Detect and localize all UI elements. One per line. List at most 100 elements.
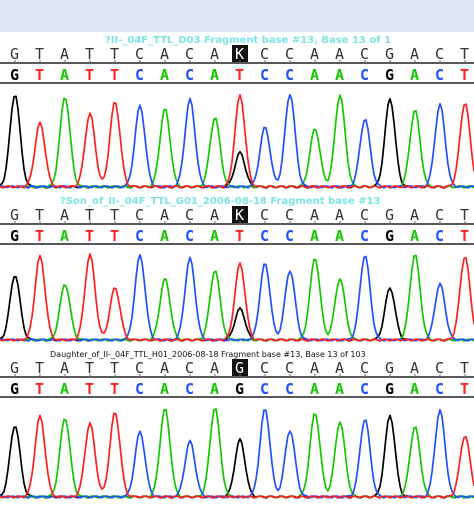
called-base: T	[35, 66, 44, 84]
called-base: T	[235, 66, 244, 84]
panel-header: Daughter_of_II-_04F_TTL_H01_2006-08-18 F…	[50, 350, 366, 359]
reference-base: T	[35, 45, 44, 63]
called-base: C	[285, 227, 294, 245]
called-base: A	[310, 227, 319, 245]
reference-base: A	[160, 359, 169, 377]
reference-base: C	[435, 359, 444, 377]
called-base: C	[260, 380, 269, 398]
reference-base: A	[310, 206, 319, 224]
reference-base: T	[110, 206, 119, 224]
called-base: T	[110, 66, 119, 84]
called-base: G	[235, 380, 244, 398]
called-base: C	[285, 66, 294, 84]
called-base: T	[85, 380, 94, 398]
called-base: A	[60, 380, 69, 398]
trace-line-A	[0, 254, 474, 342]
called-base: A	[335, 227, 344, 245]
called-base: T	[460, 66, 469, 84]
reference-base: A	[310, 45, 319, 63]
called-base: T	[110, 380, 119, 398]
called-base: T	[235, 227, 244, 245]
called-base: A	[410, 227, 419, 245]
called-base: G	[10, 66, 19, 84]
reference-base: C	[435, 45, 444, 63]
called-base: G	[385, 227, 394, 245]
reference-base: C	[260, 206, 269, 224]
trace-panel-1: ?II-_04F_TTL_D03 Fragment base #13, Base…	[0, 35, 474, 189]
called-base: C	[360, 66, 369, 84]
called-base: G	[385, 66, 394, 84]
reference-base: A	[310, 359, 319, 377]
reference-base: G	[10, 359, 19, 377]
called-base: C	[360, 380, 369, 398]
reference-base: A	[210, 45, 219, 63]
called-base: C	[185, 227, 194, 245]
trace-line-T	[0, 253, 474, 342]
called-base: T	[85, 227, 94, 245]
trace-panel-2: ?Son_of_II-_04F_TTL_G01_2006-08-18 Fragm…	[0, 196, 474, 342]
called-base: A	[210, 380, 219, 398]
called-base: A	[310, 380, 319, 398]
reference-base: A	[410, 359, 419, 377]
called-base: G	[10, 227, 19, 245]
called-base: C	[260, 66, 269, 84]
trace-line-T	[0, 412, 474, 499]
highlighted-base-box	[232, 359, 248, 376]
reference-base: C	[185, 359, 194, 377]
called-base: C	[435, 66, 444, 84]
reference-base: A	[335, 359, 344, 377]
trace-line-T	[0, 93, 474, 189]
called-base: A	[160, 66, 169, 84]
reference-base: T	[35, 359, 44, 377]
reference-base: A	[410, 45, 419, 63]
called-base: T	[85, 66, 94, 84]
called-base: C	[285, 380, 294, 398]
reference-base: K	[235, 206, 244, 224]
reference-base: T	[85, 206, 94, 224]
reference-base: C	[360, 206, 369, 224]
called-base: C	[135, 66, 144, 84]
trace-line-C	[0, 408, 474, 499]
reference-base: C	[285, 359, 294, 377]
reference-base: G	[385, 359, 394, 377]
reference-base: C	[260, 359, 269, 377]
called-base: C	[260, 227, 269, 245]
reference-base: C	[360, 45, 369, 63]
reference-base: C	[185, 45, 194, 63]
reference-base: A	[160, 45, 169, 63]
reference-base: C	[135, 359, 144, 377]
title-band	[0, 0, 474, 32]
called-base: C	[185, 66, 194, 84]
reference-base: T	[110, 359, 119, 377]
reference-base: T	[460, 359, 469, 377]
called-base: T	[110, 227, 119, 245]
called-base: C	[435, 380, 444, 398]
reference-base: C	[260, 45, 269, 63]
reference-base: K	[235, 45, 244, 63]
reference-base: A	[60, 359, 69, 377]
reference-base: A	[410, 206, 419, 224]
called-base: T	[35, 227, 44, 245]
called-base: A	[60, 66, 69, 84]
called-base: G	[385, 380, 394, 398]
reference-base: C	[435, 206, 444, 224]
called-base: A	[60, 227, 69, 245]
called-base: C	[360, 227, 369, 245]
called-base: C	[435, 227, 444, 245]
reference-base: A	[60, 206, 69, 224]
reference-base: A	[335, 206, 344, 224]
reference-base: G	[10, 206, 19, 224]
reference-base: G	[10, 45, 19, 63]
highlighted-base-box	[232, 206, 248, 223]
called-base: C	[135, 227, 144, 245]
reference-base: C	[135, 45, 144, 63]
reference-base: T	[85, 45, 94, 63]
reference-base: T	[110, 45, 119, 63]
reference-base: C	[185, 206, 194, 224]
reference-base: T	[460, 45, 469, 63]
called-base: A	[210, 227, 219, 245]
reference-base: A	[60, 45, 69, 63]
called-base: C	[185, 380, 194, 398]
reference-base: A	[210, 206, 219, 224]
called-base: A	[410, 380, 419, 398]
